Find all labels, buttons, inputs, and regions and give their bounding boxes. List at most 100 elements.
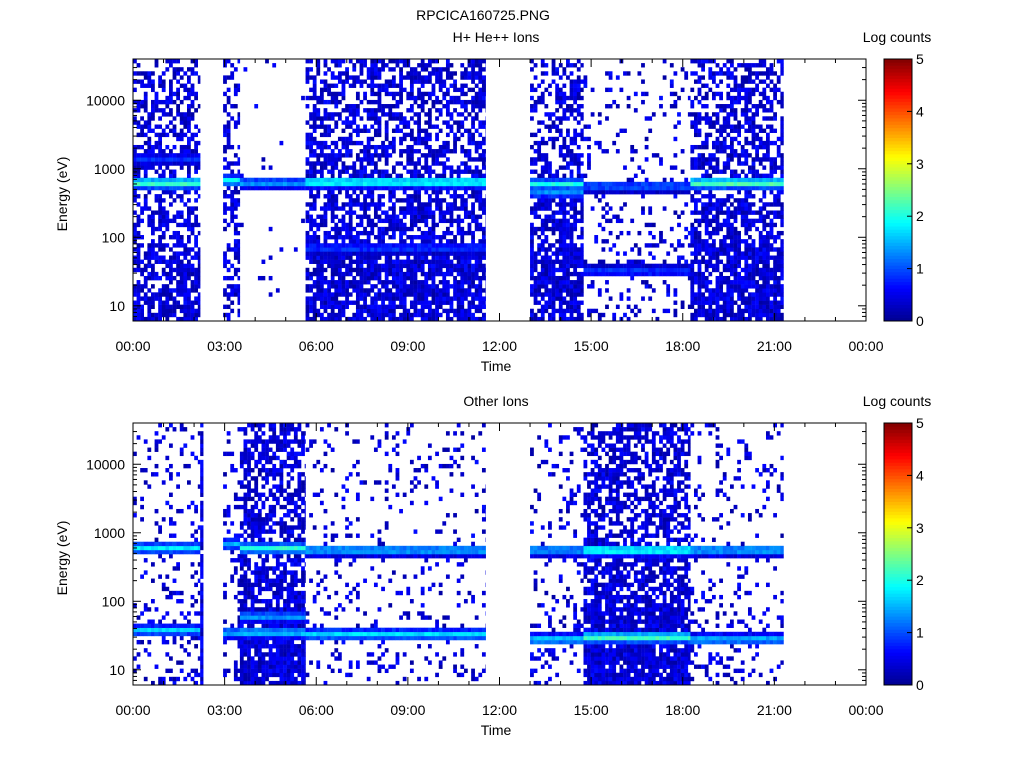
spectrogram-cell [737,132,741,138]
spectrogram-cell [355,255,360,260]
spectrogram-cell [594,308,599,314]
spectrogram-cell [445,120,450,125]
spectrogram-cell [187,275,191,281]
spectrogram-cell [615,267,620,273]
spectrogram-cell [377,87,382,93]
spectrogram-cell [684,75,689,80]
spectrogram-cell [558,218,563,224]
spectrogram-cell [323,218,328,224]
spectrogram-cell [580,194,584,199]
spectrogram-cell [481,95,486,101]
spectrogram-cell [154,63,159,68]
spectrogram-cell [341,292,346,297]
spectrogram-cell [381,112,385,117]
spectrogram-cell [409,259,414,264]
spectrogram-cell [330,235,335,240]
spectrogram-cell [726,157,731,162]
spectrogram-cell [726,67,731,72]
spectrogram-cell [478,267,483,273]
spectrogram-cell [573,79,578,84]
spectrogram-cell [373,210,378,215]
spectrogram-cell [305,288,310,293]
spectrogram-cell [370,226,375,232]
spectrogram-cell [388,185,393,191]
spectrogram-cell [540,280,545,285]
spectrogram-cell [179,284,184,289]
spectrogram-cell [697,161,702,166]
spectrogram-cell [533,99,538,105]
spectrogram-cell [467,214,472,219]
spectrogram-cell [183,190,188,195]
spectrogram-cell [431,235,436,240]
spectrogram-cell [435,161,439,166]
spectrogram-cell [633,267,638,273]
spectrogram-cell [341,247,346,252]
spectrogram-cell [576,194,581,199]
spectrogram-cell [359,185,364,191]
spectrogram-cell [424,247,429,252]
spectrogram-cell [190,149,195,154]
spectrogram-cell [442,275,447,281]
spectrogram-cell [715,112,720,117]
spectrogram-cell [319,247,324,252]
spectrogram-cell [147,259,152,264]
spectrogram-cell [330,316,335,322]
spectrogram-cell [456,120,461,125]
spectrogram-cell [226,312,231,318]
spectrogram-cell [481,136,486,142]
spectrogram-cell [261,165,266,170]
spectrogram-cell [467,230,472,236]
spectrogram-cell [334,157,339,162]
spectrogram-cell [373,75,378,80]
spectrogram-cell [165,271,170,277]
spectrogram-cell [151,83,155,88]
spectrogram-cell [370,153,375,158]
spectrogram-cell [715,230,720,236]
spectrogram-cell [323,116,328,121]
spectrogram-cell [176,59,180,64]
spectrogram-cell [558,181,563,187]
spectrogram-cell [409,206,414,211]
spectrogram-cell [309,218,313,224]
spectrogram-cell [744,226,749,232]
spectrogram-cell [453,198,457,203]
spectrogram-cell [183,161,188,166]
spectrogram-cell [530,284,534,289]
spectrogram-cell [615,259,620,264]
spectrogram-cell [449,99,454,105]
spectrogram-cell [708,251,713,256]
spectrogram-cell [179,194,184,199]
spectrogram-cell [409,292,414,297]
spectrogram-cell [641,91,645,97]
spectrogram-cell [194,95,198,101]
spectrogram-cell [744,202,749,207]
spectrogram-cell [644,91,649,97]
spectrogram-cell [544,288,549,293]
spectrogram-cell [223,226,227,232]
spectrogram-cell [569,280,574,285]
spectrogram-cell [666,251,671,256]
spectrogram-cell [449,210,454,215]
spectrogram-cell [190,91,195,97]
spectrogram-cell [388,108,393,113]
spectrogram-cell [190,300,195,305]
spectrogram-cell [715,198,720,203]
spectrogram-cell [467,316,472,322]
spectrogram-cell [562,95,567,101]
spectrogram-cell [223,275,227,281]
spectrogram-cell [176,185,180,191]
spectrogram-cell [243,177,248,183]
spectrogram-cell [409,83,414,88]
spectrogram-cell [226,284,231,289]
spectrogram-cell [673,181,678,187]
spectrogram-cell [373,169,378,174]
spectrogram-cell [147,190,152,195]
spectrogram-cell [169,267,173,273]
spectrogram-cell [341,161,346,166]
spectrogram-cell [733,230,738,236]
spectrogram-cell [359,247,364,252]
spectrogram-cell [449,243,454,248]
spectrogram-cell [562,275,567,281]
spectrogram-cell [147,112,152,117]
spectrogram-cell [460,161,465,166]
